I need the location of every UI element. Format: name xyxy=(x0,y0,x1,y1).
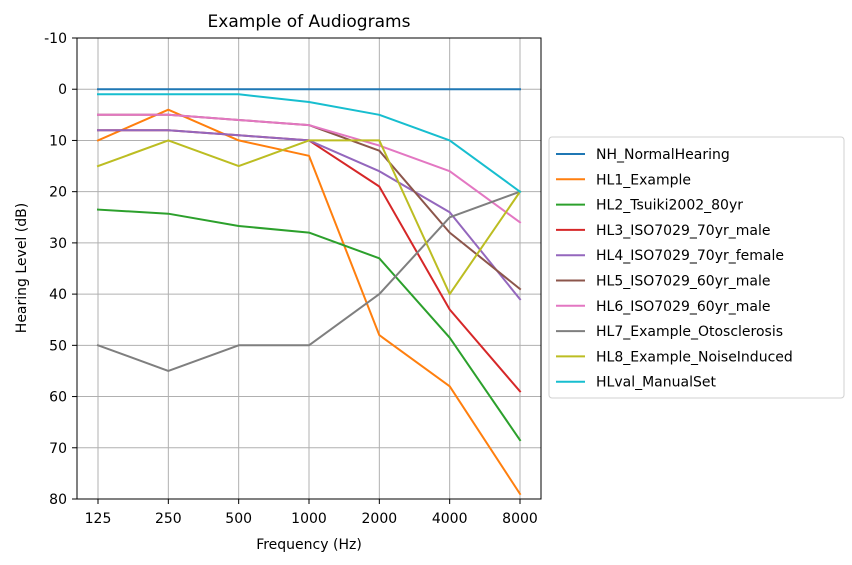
y-tick-label: -10 xyxy=(44,31,67,47)
series-line xyxy=(96,139,522,296)
y-tick-label: 60 xyxy=(49,390,67,406)
series-line xyxy=(97,93,522,194)
legend-label: HL1_Example xyxy=(596,172,691,188)
legend-label: HL6_ISO7029_60yr_male xyxy=(596,299,770,315)
x-tick-label: 4000 xyxy=(432,511,468,527)
legend-label: HL7_Example_Otosclerosis xyxy=(596,324,783,340)
legend-label: NH_NormalHearing xyxy=(596,147,730,163)
grid xyxy=(77,37,541,500)
series-line xyxy=(96,190,522,372)
y-tick-label: 40 xyxy=(49,287,67,303)
series-lines xyxy=(96,88,522,496)
x-axis-ticks: 125 250 500 1000 2000 4000 8000 xyxy=(85,499,538,527)
y-tick-label: 10 xyxy=(49,133,67,149)
chart-title: Example of Audiograms xyxy=(208,12,411,32)
legend-label: HL4_ISO7029_70yr_female xyxy=(596,248,784,264)
x-axis-title: Frequency (Hz) xyxy=(256,537,362,553)
x-tick-label: 250 xyxy=(155,511,182,527)
y-axis-ticks: -10 0 10 20 30 40 50 60 70 80 xyxy=(44,31,77,508)
x-tick-label: 2000 xyxy=(362,511,398,527)
y-tick-label: 80 xyxy=(49,492,67,508)
legend-label: HL5_ISO7029_60yr_male xyxy=(596,274,770,290)
x-tick-label: 125 xyxy=(85,511,112,527)
legend-label: HLval_ManualSet xyxy=(596,375,716,391)
y-axis-title: Hearing Level (dB) xyxy=(14,203,30,333)
series-line xyxy=(97,113,522,224)
legend-label: HL2_Tsuiki2002_80yr xyxy=(596,198,743,214)
legend-box xyxy=(548,136,845,399)
y-tick-label: 0 xyxy=(58,82,67,98)
y-tick-label: 30 xyxy=(49,236,67,252)
x-tick-label: 500 xyxy=(225,511,252,527)
legend-label: HL8_Example_NoiseInduced xyxy=(596,349,793,365)
legend: NH_NormalHearing HL1_Example HL2_Tsuiki200… xyxy=(548,136,845,399)
y-tick-label: 20 xyxy=(49,185,67,201)
series-line xyxy=(96,108,522,496)
x-tick-label: 1000 xyxy=(291,511,327,527)
x-tick-label: 8000 xyxy=(502,511,538,527)
legend-label: HL3_ISO7029_70yr_male xyxy=(596,223,770,239)
y-tick-label: 70 xyxy=(49,441,67,457)
series-line xyxy=(96,208,522,442)
y-tick-label: 50 xyxy=(49,338,67,354)
